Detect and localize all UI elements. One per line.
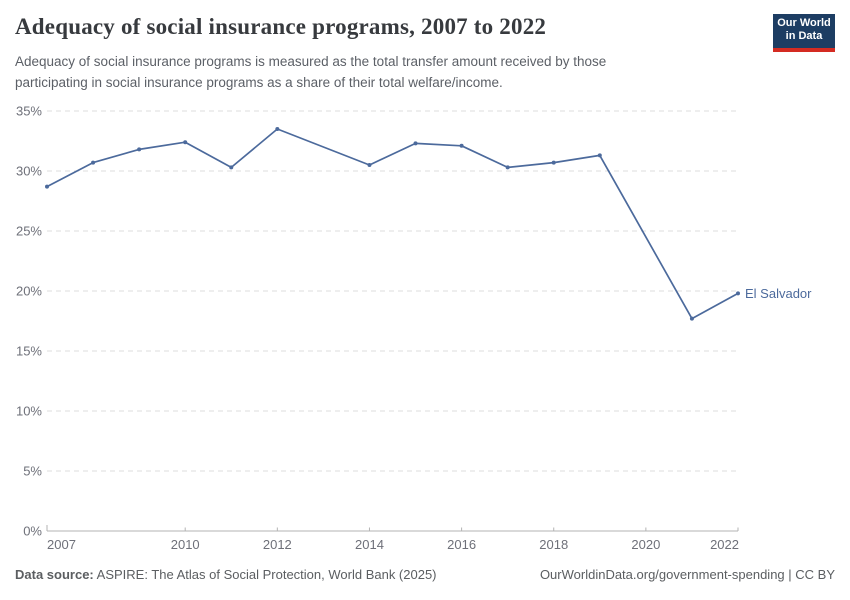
y-tick-label: 35% bbox=[16, 104, 42, 119]
subtitle-line-1: Adequacy of social insurance programs is… bbox=[15, 54, 607, 69]
data-source-text: ASPIRE: The Atlas of Social Protection, … bbox=[96, 567, 437, 582]
data-point-2017 bbox=[505, 165, 510, 170]
x-tick-label: 2012 bbox=[263, 537, 292, 552]
data-point-2021 bbox=[689, 316, 694, 321]
data-point-2022 bbox=[736, 291, 740, 296]
y-tick-label: 30% bbox=[16, 164, 42, 179]
data-point-2010 bbox=[183, 140, 188, 145]
x-tick-label: 2016 bbox=[447, 537, 476, 552]
y-tick-label: 0% bbox=[23, 524, 42, 539]
data-point-2019 bbox=[597, 153, 602, 158]
y-tick-label: 10% bbox=[16, 404, 42, 419]
owid-logo[interactable]: Our World in Data bbox=[773, 14, 835, 52]
y-tick-label: 15% bbox=[16, 344, 42, 359]
data-point-2007 bbox=[45, 184, 49, 189]
data-point-2016 bbox=[459, 143, 464, 148]
footer-link[interactable]: OurWorldinData.org/government-spending |… bbox=[539, 567, 835, 582]
y-tick-label: 25% bbox=[16, 224, 42, 239]
data-point-2008 bbox=[91, 160, 96, 165]
data-point-2014 bbox=[367, 163, 372, 167]
subtitle-line-2: participating in social insurance progra… bbox=[15, 75, 503, 90]
x-tick-label: 2018 bbox=[539, 537, 568, 552]
data-source-label: Data source: bbox=[15, 567, 94, 582]
chart-subtitle: Adequacy of social insurance programs is… bbox=[15, 51, 715, 93]
x-tick-label: 2014 bbox=[355, 537, 384, 552]
x-tick-label: 2020 bbox=[631, 537, 660, 552]
y-tick-label: 5% bbox=[23, 464, 42, 479]
trend-line-el-salvador bbox=[46, 128, 739, 320]
data-point-2015 bbox=[413, 141, 418, 146]
data-source: Data source: ASPIRE: The Atlas of Social… bbox=[15, 567, 437, 582]
logo-line-2: in Data bbox=[785, 30, 823, 42]
data-point-2018 bbox=[551, 160, 556, 165]
logo-line-1: Our World bbox=[777, 17, 831, 29]
data-point-2011 bbox=[229, 165, 234, 170]
series-label: El Salvador bbox=[745, 286, 812, 301]
x-tick-label: 2022 bbox=[710, 537, 739, 552]
y-tick-label: 20% bbox=[16, 284, 42, 299]
x-tick-label: 2010 bbox=[171, 537, 200, 552]
data-point-2012 bbox=[275, 127, 280, 131]
x-tick-label: 2007 bbox=[47, 537, 76, 552]
data-point-2009 bbox=[137, 147, 142, 152]
page-title: Adequacy of social insurance programs, 2… bbox=[15, 14, 547, 39]
